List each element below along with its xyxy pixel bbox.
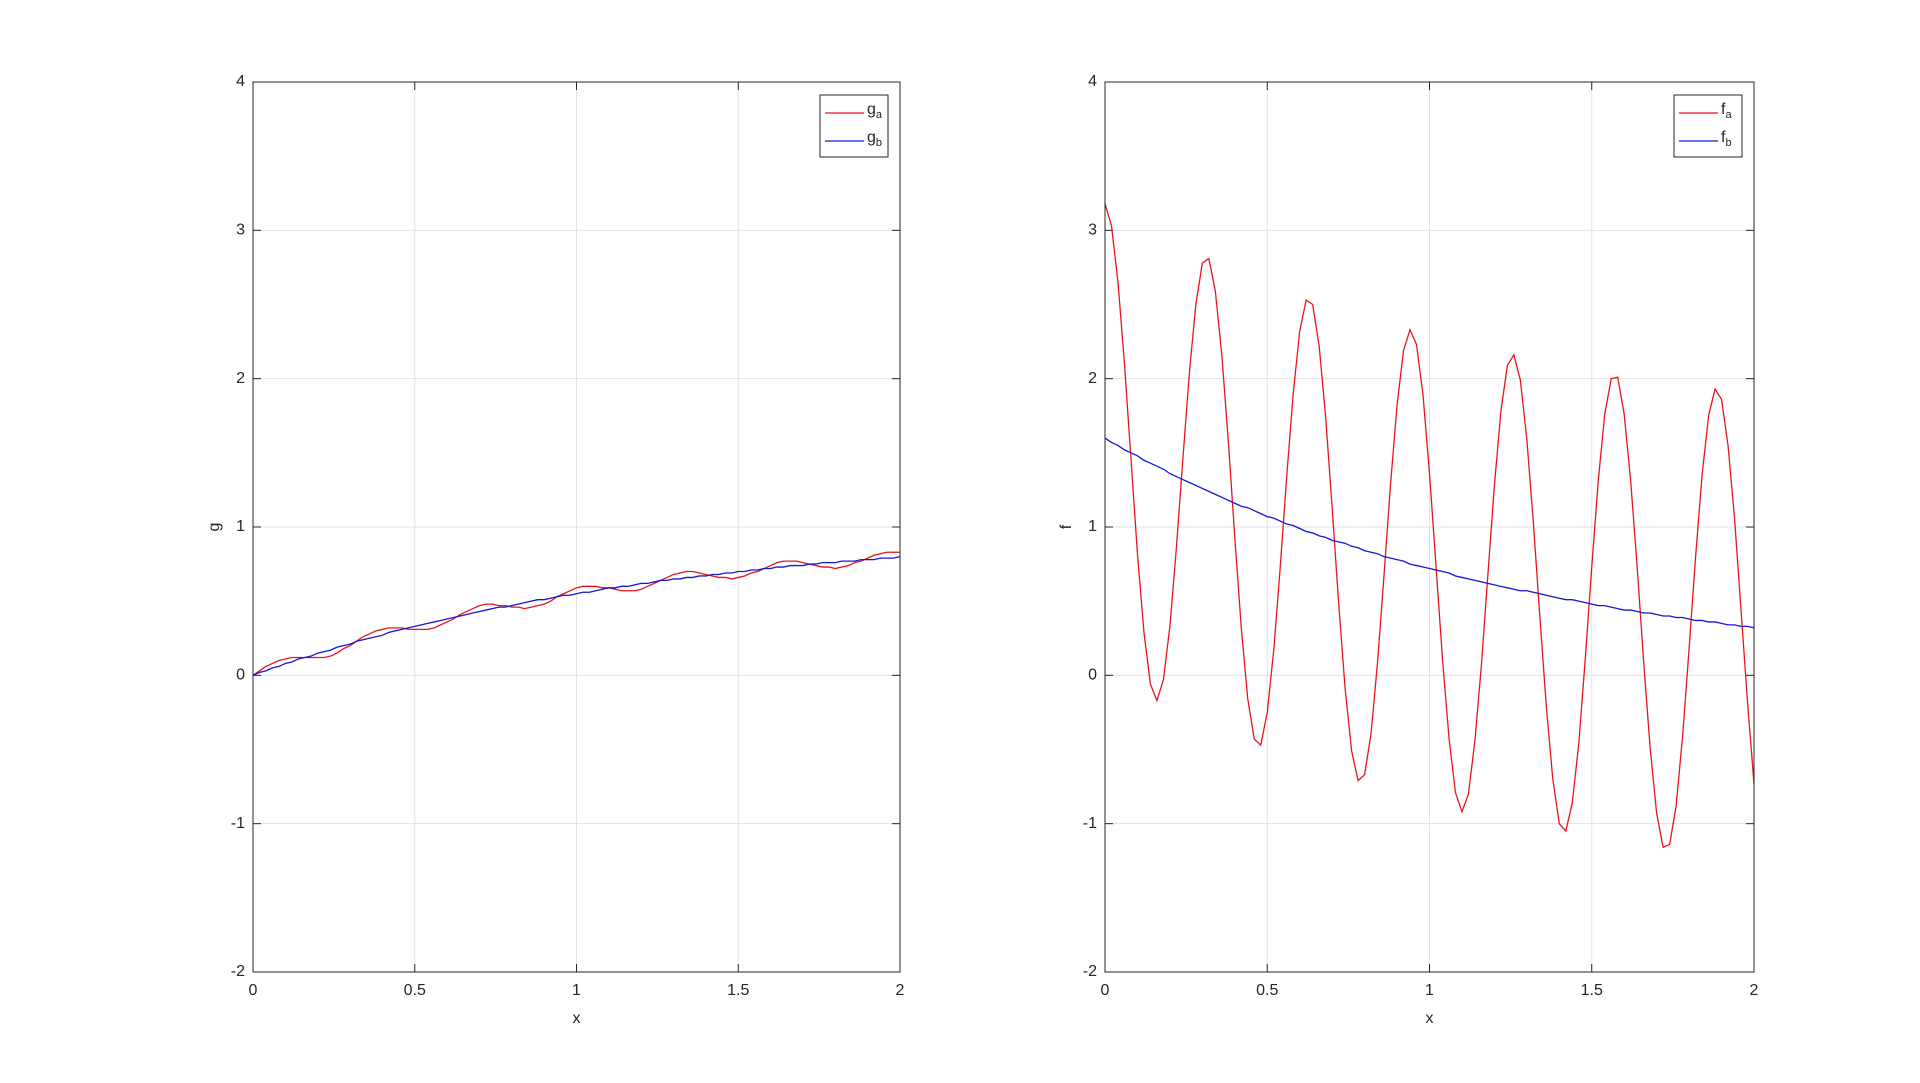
y-tick-label: 1	[236, 518, 245, 535]
y-tick-label: -2	[1083, 963, 1097, 980]
y-axis-label: g	[206, 523, 223, 532]
y-tick-label: 2	[236, 370, 245, 387]
axes-frame	[252, 81, 901, 973]
y-tick-label: -1	[231, 815, 245, 832]
x-axis-label: x	[573, 1010, 581, 1027]
y-tick-label: 3	[236, 222, 245, 239]
x-tick-label: 0	[1101, 982, 1110, 999]
data-line	[252, 556, 901, 676]
y-tick-label: 0	[1088, 667, 1097, 684]
x-axis-label: x	[1426, 1010, 1434, 1027]
x-tick-label: 1.5	[1581, 982, 1603, 999]
legend-box	[1673, 94, 1743, 158]
legend-label: gb	[867, 129, 882, 149]
legend-box	[819, 94, 889, 158]
legend-label: ga	[867, 101, 883, 121]
y-axis-label: f	[1058, 524, 1075, 529]
y-tick-label: 3	[1088, 222, 1097, 239]
x-tick-label: 2	[896, 982, 905, 999]
legend-label: fb	[1721, 129, 1732, 149]
x-tick-label: 1	[572, 982, 581, 999]
x-tick-label: 0.5	[1256, 982, 1278, 999]
x-tick-label: 1	[1425, 982, 1434, 999]
y-tick-label: 4	[236, 73, 245, 90]
y-tick-label: 0	[236, 667, 245, 684]
y-tick-label: -1	[1083, 815, 1097, 832]
data-line	[1104, 437, 1755, 629]
y-tick-label: 2	[1088, 370, 1097, 387]
x-tick-label: 2	[1750, 982, 1759, 999]
axes-frame	[1104, 81, 1755, 973]
y-tick-label: 1	[1088, 518, 1097, 535]
y-tick-label: -2	[231, 963, 245, 980]
data-line	[252, 551, 900, 676]
x-tick-label: 1.5	[727, 982, 749, 999]
y-tick-label: 4	[1088, 73, 1097, 90]
x-tick-label: 0	[249, 982, 258, 999]
data-line	[1104, 203, 1755, 849]
x-tick-label: 0.5	[404, 982, 426, 999]
legend-label: fa	[1721, 101, 1732, 121]
